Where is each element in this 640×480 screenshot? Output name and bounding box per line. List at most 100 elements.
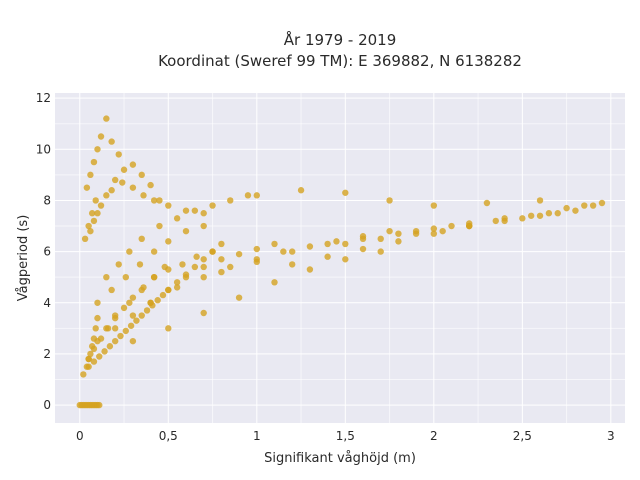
data-point-0-146 bbox=[589, 202, 597, 209]
data-point-0-104 bbox=[182, 207, 190, 214]
data-point-0-36 bbox=[165, 266, 172, 273]
data-point-0-125 bbox=[165, 325, 172, 332]
data-point-0-132 bbox=[289, 261, 296, 268]
data-point-0-30 bbox=[94, 337, 101, 345]
data-point-0-72 bbox=[412, 230, 420, 237]
data-point-0-75 bbox=[492, 217, 499, 225]
data-point-0-163 bbox=[173, 279, 181, 286]
data-point-0-94 bbox=[147, 181, 154, 189]
data-point-0-127 bbox=[235, 294, 243, 301]
data-point-0-159 bbox=[149, 302, 156, 309]
data-point-0-65 bbox=[395, 230, 402, 237]
data-point-0-45 bbox=[200, 263, 207, 271]
data-point-0-32 bbox=[111, 312, 119, 319]
data-point-0-144 bbox=[483, 199, 491, 207]
data-points bbox=[76, 115, 606, 409]
y-tick-label-6: 12 bbox=[36, 91, 51, 105]
data-point-0-122 bbox=[182, 227, 190, 235]
data-point-0-25 bbox=[120, 304, 128, 312]
data-point-0-167 bbox=[209, 248, 216, 255]
data-point-0-87 bbox=[87, 227, 94, 235]
data-point-0-55 bbox=[280, 248, 287, 255]
data-point-0-82 bbox=[527, 212, 535, 219]
data-point-0-41 bbox=[129, 312, 137, 319]
data-point-0-33 bbox=[126, 299, 133, 306]
data-point-0-168 bbox=[218, 240, 225, 248]
grid-lines bbox=[55, 93, 625, 423]
data-point-0-154 bbox=[122, 327, 130, 335]
x-tick-label-0: 0 bbox=[76, 429, 84, 443]
data-point-0-86 bbox=[598, 199, 606, 207]
data-point-0-15 bbox=[94, 146, 101, 153]
data-point-0-152 bbox=[111, 337, 119, 345]
data-point-0-38 bbox=[193, 253, 200, 260]
data-point-0-157 bbox=[138, 312, 145, 319]
y-tick-label-5: 10 bbox=[36, 142, 51, 156]
data-point-0-3 bbox=[87, 350, 94, 358]
data-point-0-6 bbox=[92, 325, 99, 332]
data-point-0-117 bbox=[108, 286, 115, 294]
data-point-0-108 bbox=[126, 248, 133, 255]
data-point-0-110 bbox=[156, 222, 163, 230]
data-point-0-137 bbox=[466, 222, 473, 230]
data-point-0-142 bbox=[386, 197, 393, 204]
data-point-0-121 bbox=[165, 238, 172, 245]
data-point-0-16 bbox=[97, 133, 105, 140]
x-tick-label-3: 1,5 bbox=[336, 429, 355, 443]
data-point-0-118 bbox=[122, 273, 130, 281]
x-axis-ticks: 0 0,5 1 1,5 2 2,5 3 bbox=[76, 429, 615, 443]
data-point-0-126 bbox=[200, 309, 207, 317]
data-point-0-61 bbox=[253, 258, 261, 266]
x-tick-label-6: 3 bbox=[607, 429, 615, 443]
data-point-0-56 bbox=[306, 243, 314, 250]
data-point-0-166 bbox=[200, 256, 207, 263]
data-point-0-135 bbox=[395, 238, 402, 245]
y-tick-label-2: 4 bbox=[43, 296, 51, 310]
data-point-0-124 bbox=[129, 337, 137, 345]
data-point-0-83 bbox=[545, 210, 553, 217]
data-point-0-116 bbox=[94, 299, 101, 306]
y-tick-label-0: 0 bbox=[43, 398, 51, 412]
plot-area bbox=[55, 93, 625, 423]
data-point-0-19 bbox=[115, 151, 122, 158]
data-point-0-37 bbox=[179, 261, 186, 268]
data-point-0-76 bbox=[519, 215, 526, 222]
data-point-0-12 bbox=[83, 184, 91, 191]
data-point-0-18 bbox=[108, 138, 115, 145]
data-point-0-78 bbox=[554, 210, 561, 217]
y-axis-ticks: 0 2 4 6 8 10 12 bbox=[36, 91, 51, 412]
data-point-0-153 bbox=[117, 332, 124, 340]
data-point-0-92 bbox=[129, 161, 137, 168]
data-point-0-9 bbox=[85, 222, 92, 230]
data-point-0-102 bbox=[150, 197, 158, 204]
data-point-0-147 bbox=[85, 363, 92, 370]
x-tick-label-1: 0,5 bbox=[159, 429, 178, 443]
data-point-0-17 bbox=[103, 115, 110, 122]
data-point-0-48 bbox=[253, 245, 261, 253]
data-point-0-143 bbox=[430, 202, 438, 209]
data-point-0-136 bbox=[430, 230, 438, 237]
data-point-0-53 bbox=[227, 263, 234, 271]
data-point-0-97 bbox=[97, 202, 105, 209]
chart-title-line1: År 1979 - 2019 bbox=[284, 30, 397, 49]
data-point-0-130 bbox=[342, 256, 349, 263]
x-tick-label-4: 2 bbox=[430, 429, 438, 443]
data-point-0-64 bbox=[359, 235, 367, 243]
data-point-0-149 bbox=[96, 353, 103, 360]
data-point-0-59 bbox=[386, 227, 393, 235]
data-point-0-71 bbox=[377, 235, 384, 243]
data-point-0-148 bbox=[90, 358, 98, 365]
data-point-0-57 bbox=[333, 238, 340, 245]
data-point-0-123 bbox=[200, 222, 207, 230]
data-point-0-8 bbox=[81, 235, 89, 243]
data-point-0-156 bbox=[133, 317, 140, 324]
data-point-0-112 bbox=[191, 207, 199, 214]
data-point-0-70 bbox=[342, 240, 349, 248]
data-point-0-14 bbox=[90, 158, 98, 166]
data-point-0-155 bbox=[127, 322, 135, 329]
data-point-0-100 bbox=[129, 184, 137, 191]
data-point-0-158 bbox=[143, 307, 151, 314]
data-point-0-114 bbox=[227, 197, 234, 204]
data-point-0-91 bbox=[120, 166, 128, 173]
